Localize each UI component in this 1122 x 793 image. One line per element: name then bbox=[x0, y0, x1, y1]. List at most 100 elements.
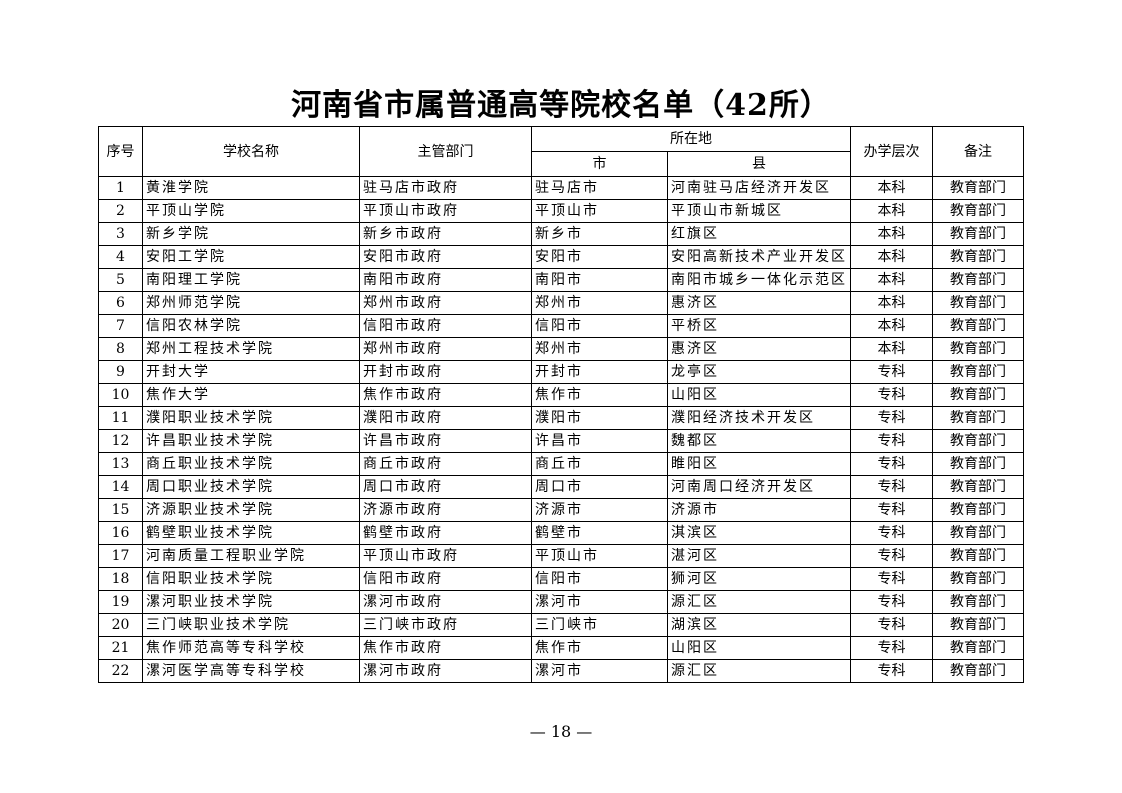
cell-level: 本科 bbox=[850, 245, 933, 269]
cell-school: 平顶山学院 bbox=[142, 199, 360, 223]
table-row: 6 郑州师范学院 郑州市政府 郑州市 惠济区 本科 教育部门 bbox=[98, 291, 1024, 315]
table-row: 4 安阳工学院 安阳市政府 安阳市 安阳高新技术产业开发区 本科 教育部门 bbox=[98, 245, 1024, 269]
table-row: 9 开封大学 开封市政府 开封市 龙亭区 专科 教育部门 bbox=[98, 360, 1024, 384]
cell-index: 4 bbox=[98, 245, 143, 269]
table-row: 22 漯河医学高等专科学校 漯河市政府 漯河市 源汇区 专科 教育部门 bbox=[98, 659, 1024, 683]
cell-county: 山阳区 bbox=[667, 636, 851, 660]
cell-authority: 焦作市政府 bbox=[359, 636, 532, 660]
table-row: 2 平顶山学院 平顶山市政府 平顶山市 平顶山市新城区 本科 教育部门 bbox=[98, 199, 1024, 223]
cell-remark: 教育部门 bbox=[932, 222, 1024, 246]
cell-authority: 郑州市政府 bbox=[359, 337, 532, 361]
cell-city: 许昌市 bbox=[531, 429, 668, 453]
cell-county: 红旗区 bbox=[667, 222, 851, 246]
cell-school: 信阳职业技术学院 bbox=[142, 567, 360, 591]
header-level: 办学层次 bbox=[850, 126, 933, 177]
cell-level: 专科 bbox=[850, 567, 933, 591]
cell-school: 安阳工学院 bbox=[142, 245, 360, 269]
cell-city: 焦作市 bbox=[531, 383, 668, 407]
cell-city: 濮阳市 bbox=[531, 406, 668, 430]
table-row: 17 河南质量工程职业学院 平顶山市政府 平顶山市 湛河区 专科 教育部门 bbox=[98, 544, 1024, 568]
cell-index: 17 bbox=[98, 544, 143, 568]
header-remark: 备注 bbox=[932, 126, 1024, 177]
cell-remark: 教育部门 bbox=[932, 245, 1024, 269]
cell-remark: 教育部门 bbox=[932, 199, 1024, 223]
cell-authority: 漯河市政府 bbox=[359, 590, 532, 614]
cell-city: 三门峡市 bbox=[531, 613, 668, 637]
header-authority: 主管部门 bbox=[359, 126, 532, 177]
table-row: 5 南阳理工学院 南阳市政府 南阳市 南阳市城乡一体化示范区 本科 教育部门 bbox=[98, 268, 1024, 292]
cell-school: 周口职业技术学院 bbox=[142, 475, 360, 499]
cell-index: 21 bbox=[98, 636, 143, 660]
cell-county: 平顶山市新城区 bbox=[667, 199, 851, 223]
cell-level: 本科 bbox=[850, 291, 933, 315]
cell-authority: 南阳市政府 bbox=[359, 268, 532, 292]
table-row: 3 新乡学院 新乡市政府 新乡市 红旗区 本科 教育部门 bbox=[98, 222, 1024, 246]
table-row: 12 许昌职业技术学院 许昌市政府 许昌市 魏都区 专科 教育部门 bbox=[98, 429, 1024, 453]
cell-remark: 教育部门 bbox=[932, 268, 1024, 292]
cell-school: 新乡学院 bbox=[142, 222, 360, 246]
cell-authority: 新乡市政府 bbox=[359, 222, 532, 246]
cell-level: 专科 bbox=[850, 429, 933, 453]
cell-index: 20 bbox=[98, 613, 143, 637]
cell-remark: 教育部门 bbox=[932, 636, 1024, 660]
cell-index: 5 bbox=[98, 268, 143, 292]
cell-school: 黄淮学院 bbox=[142, 176, 360, 200]
cell-county: 龙亭区 bbox=[667, 360, 851, 384]
cell-authority: 三门峡市政府 bbox=[359, 613, 532, 637]
cell-county: 源汇区 bbox=[667, 659, 851, 683]
cell-index: 1 bbox=[98, 176, 143, 200]
cell-city: 信阳市 bbox=[531, 567, 668, 591]
table-row: 1 黄淮学院 驻马店市政府 驻马店市 河南驻马店经济开发区 本科 教育部门 bbox=[98, 176, 1024, 200]
cell-level: 专科 bbox=[850, 613, 933, 637]
cell-remark: 教育部门 bbox=[932, 452, 1024, 476]
cell-county: 河南驻马店经济开发区 bbox=[667, 176, 851, 200]
cell-city: 漯河市 bbox=[531, 659, 668, 683]
cell-authority: 郑州市政府 bbox=[359, 291, 532, 315]
cell-county: 睢阳区 bbox=[667, 452, 851, 476]
cell-city: 焦作市 bbox=[531, 636, 668, 660]
cell-county: 平桥区 bbox=[667, 314, 851, 338]
cell-remark: 教育部门 bbox=[932, 613, 1024, 637]
cell-index: 19 bbox=[98, 590, 143, 614]
cell-index: 10 bbox=[98, 383, 143, 407]
header-school: 学校名称 bbox=[142, 126, 360, 177]
cell-school: 漯河职业技术学院 bbox=[142, 590, 360, 614]
table-row: 7 信阳农林学院 信阳市政府 信阳市 平桥区 本科 教育部门 bbox=[98, 314, 1024, 338]
cell-city: 开封市 bbox=[531, 360, 668, 384]
cell-level: 本科 bbox=[850, 176, 933, 200]
cell-school: 商丘职业技术学院 bbox=[142, 452, 360, 476]
cell-city: 漯河市 bbox=[531, 590, 668, 614]
cell-level: 专科 bbox=[850, 498, 933, 522]
table-row: 11 濮阳职业技术学院 濮阳市政府 濮阳市 濮阳经济技术开发区 专科 教育部门 bbox=[98, 406, 1024, 430]
cell-level: 专科 bbox=[850, 360, 933, 384]
cell-index: 22 bbox=[98, 659, 143, 683]
cell-authority: 信阳市政府 bbox=[359, 567, 532, 591]
cell-level: 本科 bbox=[850, 314, 933, 338]
cell-city: 信阳市 bbox=[531, 314, 668, 338]
cell-county: 魏都区 bbox=[667, 429, 851, 453]
cell-county: 湖滨区 bbox=[667, 613, 851, 637]
header-county: 县 bbox=[667, 151, 851, 177]
cell-school: 河南质量工程职业学院 bbox=[142, 544, 360, 568]
schools-table: 序号 学校名称 主管部门 所在地 办学层次 备注 市 县 1 黄淮学院 驻马店市政府… bbox=[98, 126, 1024, 683]
cell-city: 郑州市 bbox=[531, 291, 668, 315]
table-row: 13 商丘职业技术学院 商丘市政府 商丘市 睢阳区 专科 教育部门 bbox=[98, 452, 1024, 476]
cell-county: 源汇区 bbox=[667, 590, 851, 614]
cell-county: 安阳高新技术产业开发区 bbox=[667, 245, 851, 269]
cell-authority: 驻马店市政府 bbox=[359, 176, 532, 200]
cell-index: 12 bbox=[98, 429, 143, 453]
cell-county: 南阳市城乡一体化示范区 bbox=[667, 268, 851, 292]
cell-index: 15 bbox=[98, 498, 143, 522]
table-row: 15 济源职业技术学院 济源市政府 济源市 济源市 专科 教育部门 bbox=[98, 498, 1024, 522]
cell-city: 商丘市 bbox=[531, 452, 668, 476]
header-index: 序号 bbox=[98, 126, 143, 177]
cell-index: 7 bbox=[98, 314, 143, 338]
cell-level: 本科 bbox=[850, 268, 933, 292]
cell-school: 焦作师范高等专科学校 bbox=[142, 636, 360, 660]
cell-remark: 教育部门 bbox=[932, 176, 1024, 200]
cell-authority: 焦作市政府 bbox=[359, 383, 532, 407]
cell-index: 3 bbox=[98, 222, 143, 246]
cell-remark: 教育部门 bbox=[932, 360, 1024, 384]
cell-school: 南阳理工学院 bbox=[142, 268, 360, 292]
cell-county: 狮河区 bbox=[667, 567, 851, 591]
